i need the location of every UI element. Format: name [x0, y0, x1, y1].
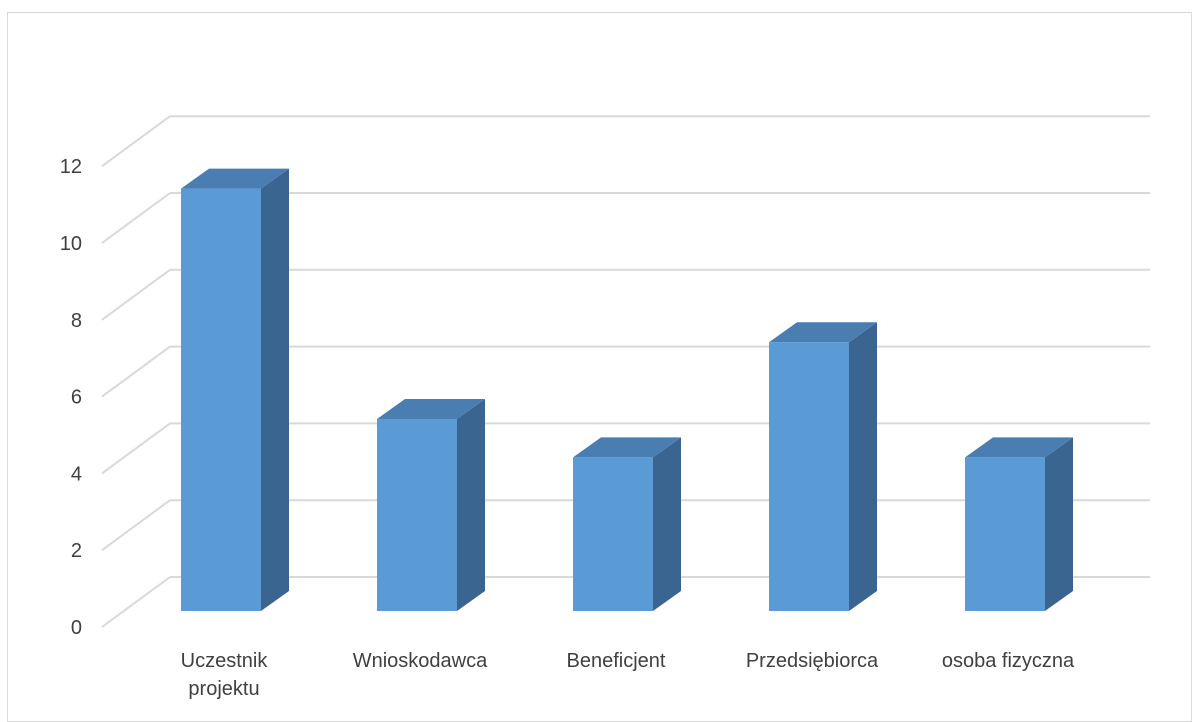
x-category-label: Beneficjent [567, 650, 666, 672]
bar-0 [181, 168, 289, 611]
y-tick-label: 2 [71, 540, 82, 562]
bar-side-face [261, 168, 289, 611]
x-axis-categories: Uczestnik projektu Wnioskodawca Beneficjent… [181, 650, 1075, 700]
x-category-label: Uczestnik projektu [181, 650, 269, 700]
x-category-label: Wnioskodawca [353, 650, 488, 672]
bar-front-face [377, 419, 457, 611]
bar-top-face [965, 437, 1073, 458]
bar-2 [573, 437, 681, 611]
gridline-side-0 [101, 576, 171, 628]
y-tick-label: 12 [60, 156, 82, 178]
bar-front-face [769, 342, 849, 611]
gridline-side-4 [101, 268, 171, 321]
gridline-side-3 [101, 345, 171, 398]
bar-front-face [965, 457, 1045, 611]
bar-3 [769, 322, 877, 611]
x-category-label: osoba fizyczna [942, 650, 1075, 672]
bar-side-face [653, 437, 681, 611]
y-tick-label: 4 [71, 463, 82, 485]
bar-front-face [573, 457, 653, 611]
bar-side-face [849, 322, 877, 611]
y-tick-label: 0 [71, 617, 82, 639]
y-tick-label: 10 [60, 233, 82, 255]
bar-top-face [377, 399, 485, 419]
bar-front-face [181, 188, 261, 611]
gridline-side-5 [101, 192, 171, 244]
bar-top-face [181, 168, 289, 189]
y-tick-label: 8 [71, 310, 82, 332]
bar-4 [965, 437, 1073, 611]
y-axis-ticks: 0 2 4 6 8 10 12 [60, 156, 82, 639]
bar-side-face [1045, 437, 1073, 611]
bar-top-face [573, 437, 681, 458]
gridline-side-2 [101, 422, 171, 475]
y-tick-label: 6 [71, 387, 82, 409]
gridline-side-6 [101, 115, 171, 168]
bar-side-face [457, 399, 485, 611]
x-category-label: Przedsiębiorca [746, 650, 879, 672]
bar-top-face [769, 322, 877, 343]
gridlines [101, 115, 1150, 628]
bar-1 [377, 399, 485, 611]
gridline-side-1 [101, 499, 171, 552]
bars [181, 168, 1073, 611]
